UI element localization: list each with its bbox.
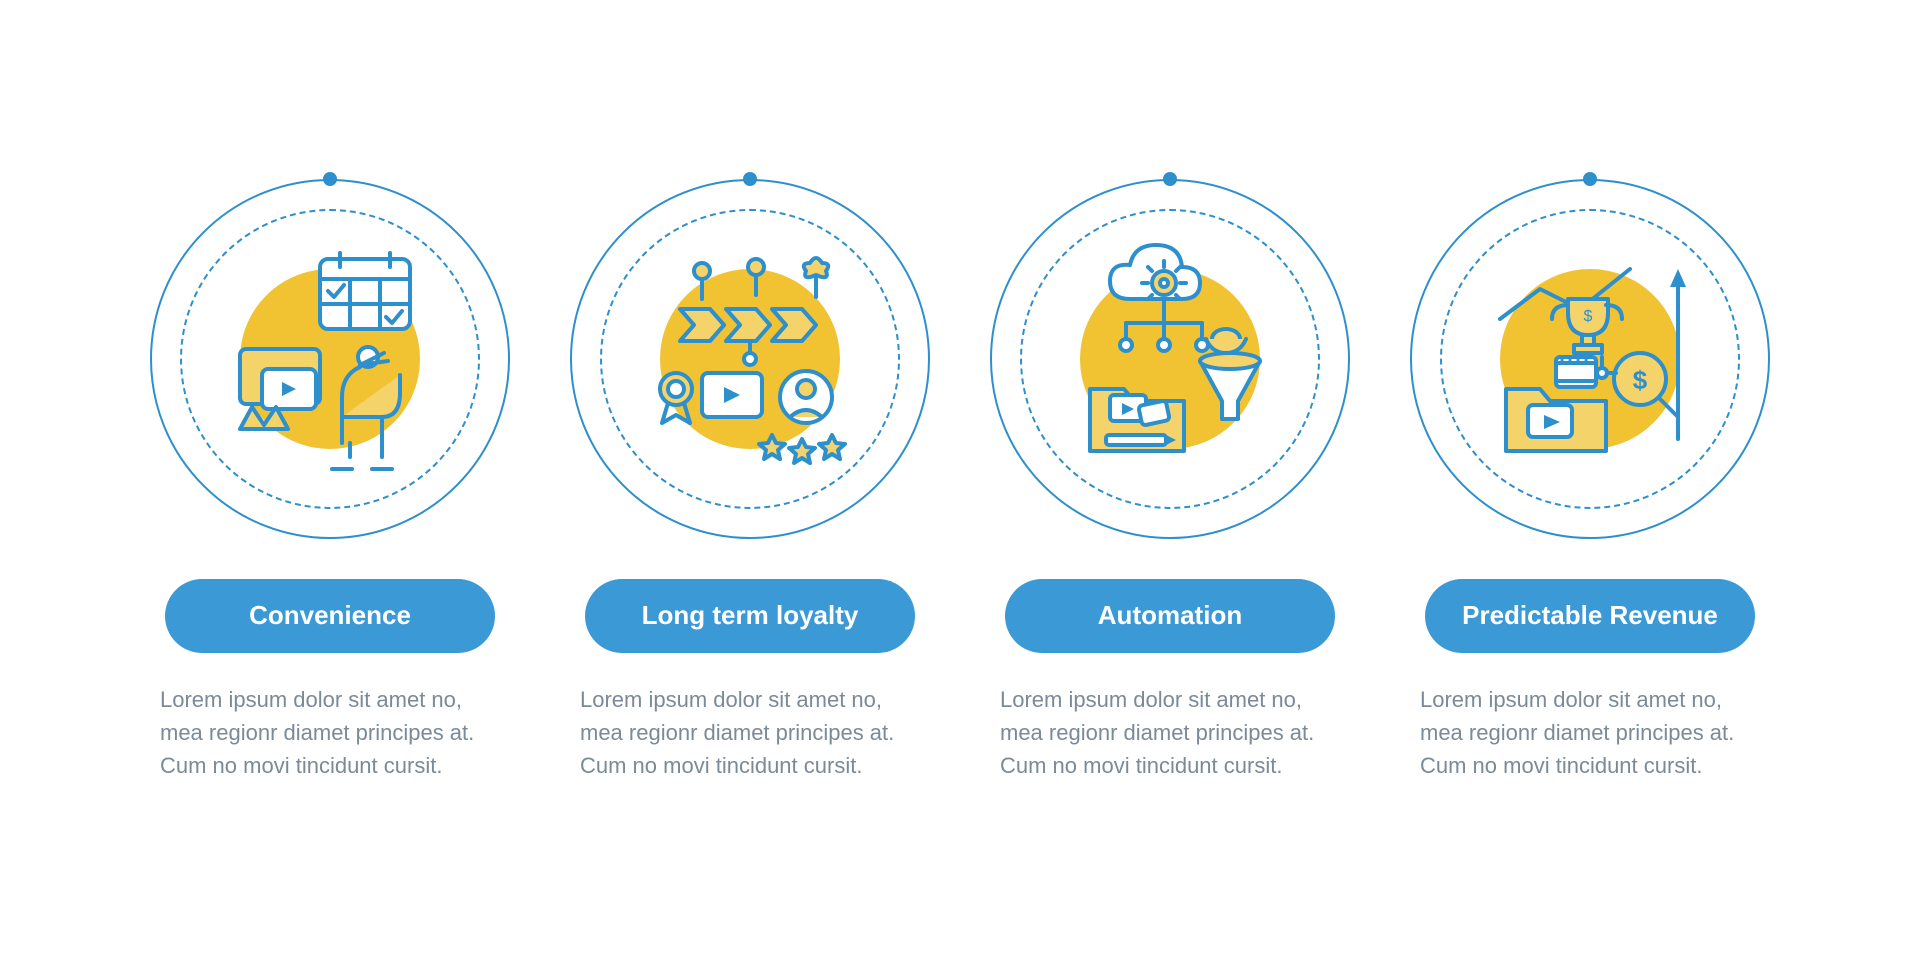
- desc-automation: Lorem ipsum dolor sit amet no, mea regio…: [980, 683, 1360, 782]
- desc-convenience: Lorem ipsum dolor sit amet no, mea regio…: [140, 683, 520, 782]
- circle-revenue: $ $: [1410, 179, 1770, 539]
- card-convenience: Convenience Lorem ipsum dolor sit amet n…: [140, 179, 520, 782]
- circle-automation: [990, 179, 1350, 539]
- card-automation: Automation Lorem ipsum dolor sit amet no…: [980, 179, 1360, 782]
- revenue-growth-icon: $ $: [1410, 179, 1770, 539]
- infographic-row: Convenience Lorem ipsum dolor sit amet n…: [60, 139, 1860, 822]
- svg-text:$: $: [1633, 365, 1648, 395]
- title-automation: Automation: [1005, 579, 1335, 653]
- title-loyalty: Long term loyalty: [585, 579, 915, 653]
- desc-revenue: Lorem ipsum dolor sit amet no, mea regio…: [1400, 683, 1780, 782]
- svg-text:$: $: [1584, 308, 1593, 325]
- circle-loyalty: [570, 179, 930, 539]
- relax-calendar-icon: [150, 179, 510, 539]
- cloud-funnel-icon: [990, 179, 1350, 539]
- card-loyalty: Long term loyalty Lorem ipsum dolor sit …: [560, 179, 940, 782]
- desc-loyalty: Lorem ipsum dolor sit amet no, mea regio…: [560, 683, 940, 782]
- circle-convenience: [150, 179, 510, 539]
- title-revenue: Predictable Revenue: [1425, 579, 1755, 653]
- loyalty-stars-icon: [570, 179, 930, 539]
- card-revenue: $ $: [1400, 179, 1780, 782]
- title-convenience: Convenience: [165, 579, 495, 653]
